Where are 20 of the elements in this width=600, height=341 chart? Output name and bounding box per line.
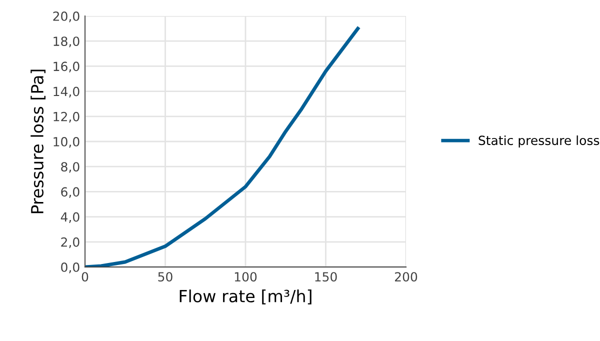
y-tick-label: 2,0 xyxy=(61,237,80,248)
y-tick-label: 10,0 xyxy=(54,136,80,148)
y-tick-label: 8,0 xyxy=(61,162,80,173)
line-series xyxy=(85,26,360,267)
y-tick-label: 6,0 xyxy=(61,187,80,198)
y-tick-label: 12,0 xyxy=(54,112,80,123)
x-tick-label: 200 xyxy=(394,272,418,282)
legend-label: Static pressure loss xyxy=(478,135,600,148)
y-tick-label: 14,0 xyxy=(54,86,80,98)
y-tick-label: 20,0 xyxy=(53,11,80,22)
y-tick-label: 18,0 xyxy=(54,36,80,48)
y-tick-label: 4,0 xyxy=(60,212,80,223)
x-axis-title: Flow rate [m³/h] xyxy=(180,290,312,304)
y-tick-label: 0,0 xyxy=(61,262,80,274)
x-tick-label: 0 xyxy=(82,272,88,282)
x-tick-label: 150 xyxy=(315,272,337,282)
y-axis-title: Pressure loss [Pa] xyxy=(30,70,46,214)
x-tick-label: 100 xyxy=(234,272,257,282)
x-tick-label: 50 xyxy=(158,272,172,282)
y-tick-label: 16,0 xyxy=(54,62,80,72)
